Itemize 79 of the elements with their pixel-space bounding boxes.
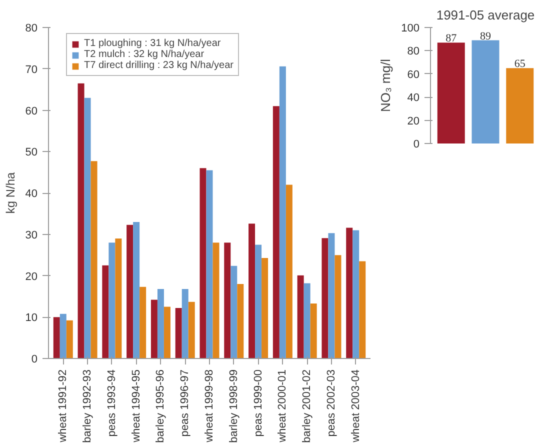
bar (200, 168, 206, 358)
bar (472, 40, 500, 144)
bar (262, 258, 268, 358)
bar (279, 66, 286, 358)
bar (334, 255, 342, 358)
bar (115, 238, 122, 358)
y-tick-label: 0 (31, 354, 38, 366)
bar (310, 303, 317, 358)
bar (437, 42, 465, 144)
x-tick-label: wheat 1999-98 (204, 369, 216, 444)
legend-label: T2 mulch : 32 kg N/ha/year (84, 49, 204, 60)
bar (53, 317, 60, 358)
bar (108, 242, 116, 358)
bar (90, 161, 98, 358)
x-tick-label: barley 1995-96 (154, 369, 167, 443)
bar (272, 106, 280, 358)
bar (224, 242, 231, 358)
x-tick-label: peas 2002-03 (325, 369, 338, 437)
data-label: 87 (446, 32, 458, 45)
bar (102, 265, 109, 358)
y-tick-label: 40 (25, 188, 38, 200)
x-tick-label: wheat 1991-92 (57, 369, 70, 444)
bar (84, 98, 91, 358)
bar (297, 275, 304, 358)
legend-label: T7 direct drilling : 23 kg N/ha/year (84, 60, 234, 71)
chart-title: 1991-05 average (436, 8, 535, 22)
y-tick-label: 10 (25, 312, 38, 324)
x-tick-label: barley 1998-99 (228, 369, 240, 443)
bar (248, 224, 256, 358)
y-tick-label: 50 (25, 146, 38, 159)
bar (255, 244, 262, 358)
y-tick-label: 60 (25, 105, 38, 118)
y-axis-title: NO₃ mg/l (378, 58, 394, 112)
y-tick-label: 80 (25, 22, 38, 34)
x-tick-label: peas 1999-00 (252, 369, 264, 437)
bar (66, 320, 73, 358)
bar (346, 228, 353, 358)
y-tick-label: 100 (401, 22, 420, 34)
bar (237, 284, 244, 358)
y-tick-label: 0 (413, 138, 420, 150)
bar (286, 184, 292, 358)
y-tick-label: 60 (407, 68, 420, 81)
y-tick-label: 40 (407, 92, 420, 104)
bar (164, 306, 170, 358)
bar (352, 230, 360, 358)
x-tick-label: barley 1992-93 (82, 369, 94, 443)
bar (322, 238, 328, 358)
bar (78, 83, 84, 358)
bar (212, 242, 220, 358)
bar (175, 308, 182, 358)
bar (126, 224, 134, 358)
bar (157, 288, 164, 358)
x-tick-label: wheat 2000-01 (276, 369, 289, 444)
data-label: 65 (514, 58, 526, 70)
x-tick-label: peas 1996-97 (179, 369, 192, 437)
x-tick-label: wheat 2003-04 (350, 369, 362, 444)
y-tick-label: 30 (25, 229, 38, 242)
bar (506, 68, 534, 144)
bar (304, 283, 310, 358)
data-label: 89 (480, 30, 492, 42)
bar (60, 314, 66, 358)
bar (230, 266, 238, 358)
bar (140, 286, 146, 358)
bar (328, 233, 335, 358)
bar (133, 222, 140, 358)
bar (188, 302, 195, 358)
y-tick-label: 20 (25, 270, 38, 283)
legend-label: T1 ploughing : 31 kg N/ha/year (84, 38, 221, 49)
y-tick-label: 70 (25, 64, 38, 76)
x-tick-label: barley 2001-02 (301, 369, 314, 443)
bar (182, 288, 188, 358)
y-tick-label: 20 (407, 115, 420, 128)
y-axis-title: kg N/ha (3, 172, 18, 214)
bar (206, 170, 213, 358)
bar (359, 261, 366, 358)
bar (150, 300, 158, 358)
x-tick-label: wheat 1994-95 (130, 369, 142, 444)
y-tick-label: 80 (407, 46, 420, 58)
x-tick-label: peas 1993-94 (106, 369, 118, 437)
